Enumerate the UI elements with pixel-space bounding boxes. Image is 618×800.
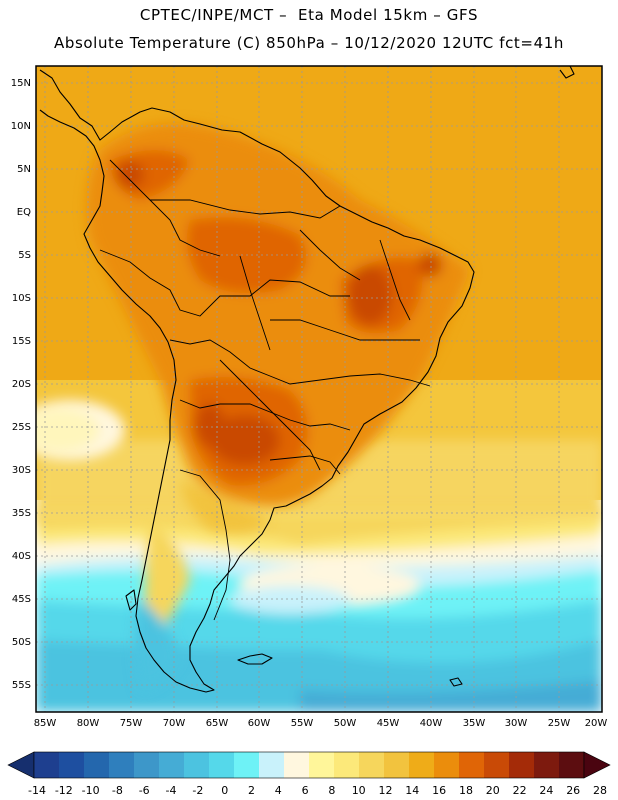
colorbar-segment bbox=[484, 752, 510, 778]
lon-label: 60W bbox=[248, 718, 271, 729]
colorbar: -14 -12 -10 -8 -6 -4 -2 0 2 4 6 8 10 12 14 16 18 20 22 24 26… bbox=[7, 751, 611, 797]
lon-label: 85W bbox=[34, 718, 57, 729]
colorbar-segment bbox=[309, 752, 335, 778]
lon-label: 35W bbox=[463, 718, 486, 729]
lat-label: 50S bbox=[12, 637, 31, 648]
colorbar-label: 6 bbox=[302, 784, 309, 797]
colorbar-segment bbox=[159, 752, 185, 778]
colorbar-label: -10 bbox=[82, 784, 100, 797]
colorbar-label: 4 bbox=[275, 784, 282, 797]
lat-label: 10S bbox=[12, 293, 31, 304]
lat-label: EQ bbox=[17, 207, 31, 218]
colorbar-segment bbox=[284, 752, 310, 778]
colorbar-label: -8 bbox=[112, 784, 123, 797]
colorbar-segment bbox=[359, 752, 385, 778]
colorbar-label: 12 bbox=[379, 784, 393, 797]
colorbar-right-arrow bbox=[583, 751, 611, 779]
colorbar-segment bbox=[109, 752, 135, 778]
colorbar-segment bbox=[209, 752, 235, 778]
lon-label: 20W bbox=[585, 718, 608, 729]
temperature-map: 15N 10N 5N EQ 5S 10S 15S 20S 25S 30S 35S… bbox=[11, 65, 608, 729]
colorbar-label: 20 bbox=[486, 784, 500, 797]
map-subtitle: Absolute Temperature (C) 850hPa – 10/12/… bbox=[54, 34, 564, 52]
lat-label: 30S bbox=[12, 465, 31, 476]
colorbar-segment bbox=[559, 752, 585, 778]
lon-label: 55W bbox=[291, 718, 314, 729]
latitude-axis: 15N 10N 5N EQ 5S 10S 15S 20S 25S 30S 35S… bbox=[11, 78, 31, 691]
lon-label: 65W bbox=[206, 718, 229, 729]
colorbar-segment bbox=[384, 752, 410, 778]
map-title: CPTEC/INPE/MCT – Eta Model 15km – GFS bbox=[139, 6, 479, 24]
lat-label: 25S bbox=[12, 422, 31, 433]
colorbar-label: 16 bbox=[432, 784, 446, 797]
colorbar-segments bbox=[33, 751, 585, 779]
lat-label: 15N bbox=[11, 78, 31, 89]
colorbar-label: 26 bbox=[566, 784, 580, 797]
colorbar-segment bbox=[234, 752, 260, 778]
graticule bbox=[36, 66, 602, 712]
lat-label: 10N bbox=[11, 121, 31, 132]
colorbar-segment bbox=[134, 752, 160, 778]
lat-label: 15S bbox=[12, 336, 31, 347]
colorbar-label: 0 bbox=[221, 784, 228, 797]
lat-label: 5N bbox=[17, 164, 31, 175]
lon-label: 45W bbox=[377, 718, 400, 729]
colorbar-label: -2 bbox=[192, 784, 203, 797]
lon-label: 25W bbox=[548, 718, 571, 729]
lon-label: 40W bbox=[420, 718, 443, 729]
colorbar-label: -12 bbox=[55, 784, 73, 797]
colorbar-segment bbox=[334, 752, 360, 778]
colorbar-label: 8 bbox=[328, 784, 335, 797]
colorbar-segment bbox=[459, 752, 485, 778]
lat-label: 55S bbox=[12, 680, 31, 691]
colorbar-segment bbox=[259, 752, 285, 778]
colorbar-label: 10 bbox=[352, 784, 366, 797]
lon-label: 75W bbox=[120, 718, 143, 729]
colorbar-segment bbox=[34, 752, 60, 778]
colorbar-segment bbox=[84, 752, 110, 778]
lat-label: 20S bbox=[12, 379, 31, 390]
lon-label: 70W bbox=[163, 718, 186, 729]
colorbar-label: 14 bbox=[405, 784, 419, 797]
lat-label: 40S bbox=[12, 551, 31, 562]
colorbar-label: 22 bbox=[513, 784, 527, 797]
lat-label: 45S bbox=[12, 594, 31, 605]
longitude-axis: 85W 80W 75W 70W 65W 60W 55W 50W 45W 40W … bbox=[34, 718, 608, 729]
colorbar-label: 28 bbox=[593, 784, 607, 797]
lat-label: 5S bbox=[18, 250, 31, 261]
colorbar-segment bbox=[434, 752, 460, 778]
country-borders bbox=[99, 159, 431, 621]
colorbar-label: -14 bbox=[28, 784, 46, 797]
colorbar-segment bbox=[184, 752, 210, 778]
lon-label: 30W bbox=[505, 718, 528, 729]
colorbar-label: -4 bbox=[166, 784, 177, 797]
colorbar-label: -6 bbox=[139, 784, 150, 797]
temperature-field bbox=[36, 66, 602, 712]
colorbar-segment bbox=[509, 752, 535, 778]
lon-label: 80W bbox=[77, 718, 100, 729]
colorbar-segment bbox=[409, 752, 435, 778]
colorbar-left-arrow bbox=[7, 751, 35, 779]
colorbar-label: 24 bbox=[539, 784, 553, 797]
coastline bbox=[39, 66, 575, 693]
colorbar-label: 2 bbox=[248, 784, 255, 797]
colorbar-labels: -14 -12 -10 -8 -6 -4 -2 0 2 4 6 8 10 12 14 16 18 20 22 24 26… bbox=[28, 784, 607, 797]
plot-frame bbox=[35, 65, 603, 713]
lon-label: 50W bbox=[334, 718, 357, 729]
colorbar-segment bbox=[534, 752, 560, 778]
colorbar-segment bbox=[59, 752, 85, 778]
colorbar-label: 18 bbox=[459, 784, 473, 797]
lat-label: 35S bbox=[12, 508, 31, 519]
